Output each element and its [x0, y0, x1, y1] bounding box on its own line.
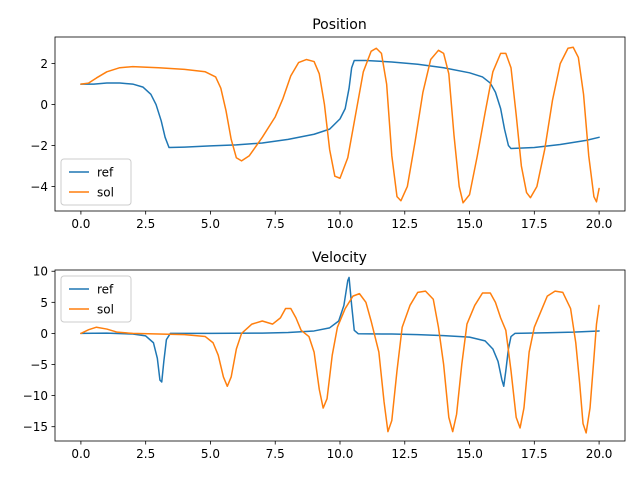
velocity-y-axis: 10 5 0 −5 −10 −15: [23, 265, 55, 434]
position-series-ref-line: [80, 59, 600, 150]
position-x-tick-label: 10.0: [327, 217, 354, 231]
velocity-legend-label-ref: ref: [97, 283, 114, 297]
position-x-tick-label: 5.0: [201, 217, 220, 231]
velocity-y-tick-label: 5: [40, 296, 48, 310]
velocity-chart: Velocity 0.0 2.5 5.0 7.5 10.0 12.5 15.0 17.5 20.…: [23, 250, 626, 461]
velocity-x-tick-label: 10.0: [327, 447, 354, 461]
position-x-tick-label: 2.5: [136, 217, 155, 231]
velocity-chart-title: Velocity: [312, 250, 367, 266]
position-y-tick-label: −2: [30, 139, 48, 153]
velocity-y-tick-label: 0: [40, 327, 48, 341]
velocity-y-tick-label: 10: [33, 265, 48, 279]
position-chart-title: Position: [312, 17, 367, 33]
velocity-series-group: [80, 276, 600, 434]
velocity-y-tick-label: −10: [23, 389, 48, 403]
position-x-tick-label: 0.0: [71, 217, 90, 231]
position-x-tick-label: 17.5: [521, 217, 548, 231]
velocity-x-tick-label: 20.0: [586, 447, 613, 461]
position-legend-box: [60, 158, 132, 206]
position-y-tick-label: −4: [30, 180, 48, 194]
position-chart: Position 0.0 2.5 5.0 7.5 10.0 12.5 15.0 17.5 20.…: [30, 17, 626, 231]
velocity-series-ref-line: [80, 276, 600, 388]
position-x-axis: 0.0 2.5 5.0 7.5 10.0 12.5 15.0 17.5 20.0: [71, 211, 612, 231]
velocity-x-axis: 0.0 2.5 5.0 7.5 10.0 12.5 15.0 17.5 20.0: [71, 441, 612, 461]
velocity-legend: ref sol: [60, 275, 132, 323]
position-x-tick-label: 12.5: [391, 217, 418, 231]
position-series-sol-line: [80, 46, 600, 204]
position-y-tick-label: 2: [40, 57, 48, 71]
velocity-x-tick-label: 5.0: [201, 447, 220, 461]
position-legend-label-sol: sol: [97, 186, 114, 200]
position-y-tick-label: 0: [40, 98, 48, 112]
velocity-x-tick-label: 2.5: [136, 447, 155, 461]
velocity-x-tick-label: 12.5: [391, 447, 418, 461]
velocity-y-tick-label: −5: [30, 358, 48, 372]
position-x-tick-label: 15.0: [456, 217, 483, 231]
velocity-y-tick-label: −15: [23, 420, 48, 434]
velocity-legend-label-sol: sol: [97, 303, 114, 317]
velocity-series-sol-line: [80, 290, 600, 434]
position-x-tick-label: 7.5: [266, 217, 285, 231]
position-legend-label-ref: ref: [97, 166, 114, 180]
position-legend: ref sol: [60, 158, 132, 206]
velocity-x-tick-label: 15.0: [456, 447, 483, 461]
position-x-tick-label: 20.0: [586, 217, 613, 231]
velocity-x-tick-label: 17.5: [521, 447, 548, 461]
velocity-x-tick-label: 7.5: [266, 447, 285, 461]
position-y-axis: 2 0 −2 −4: [30, 57, 55, 194]
velocity-legend-box: [60, 275, 132, 323]
velocity-x-tick-label: 0.0: [71, 447, 90, 461]
position-series-group: [80, 46, 600, 204]
